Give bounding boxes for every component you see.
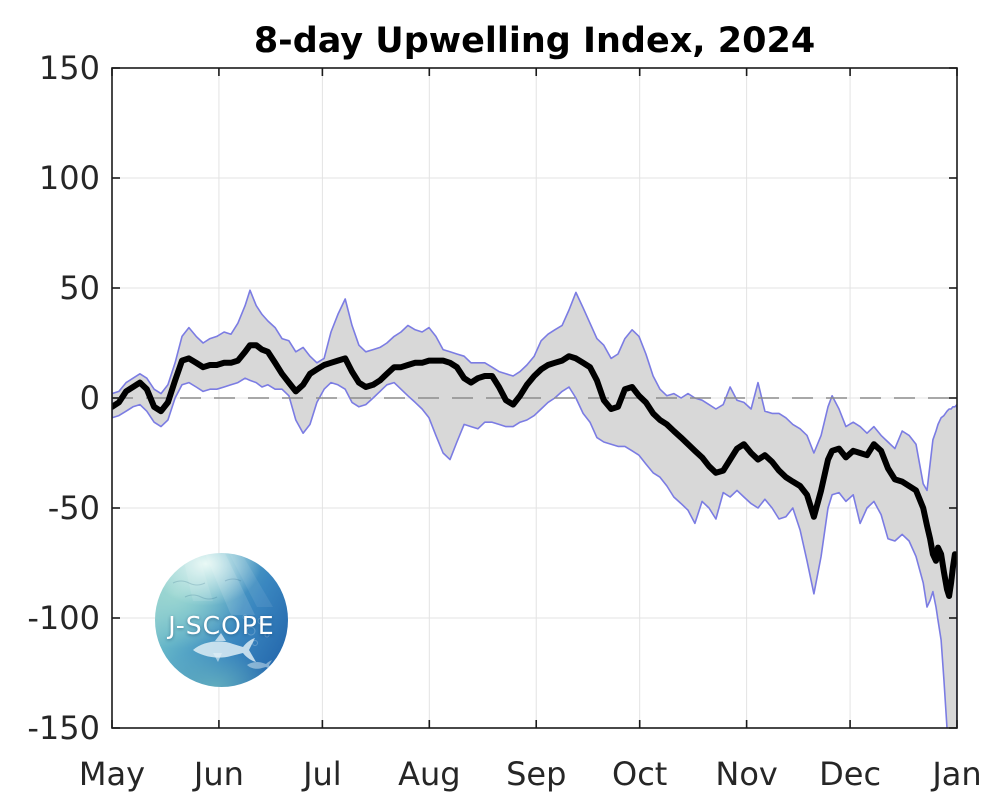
y-tick-label: -150	[27, 709, 100, 747]
bubbles	[242, 614, 270, 646]
x-tick-label: Dec	[819, 755, 881, 793]
x-tick-label: Jan	[930, 755, 981, 793]
light-ray	[229, 553, 273, 607]
x-tick-label: Jun	[192, 755, 244, 793]
y-tick-label: -100	[27, 599, 100, 637]
y-tick-label: 150	[39, 49, 100, 87]
axes-frame	[111, 67, 958, 729]
tick-labels: 150 100 50 0 -50 -100 -150 May Jun Jul Aug Sep Oct No…	[27, 49, 981, 793]
ensemble-mean-line	[112, 342, 957, 599]
mean-line	[112, 342, 957, 599]
logo-art	[172, 553, 273, 670]
light-ray	[181, 553, 213, 601]
fish-icon	[193, 633, 256, 662]
logo-wordmark: J-SCOPE	[168, 610, 275, 640]
light-ray	[204, 553, 255, 615]
y-tick-label: 100	[39, 159, 100, 197]
jscope-logo: J-SCOPE	[155, 553, 288, 687]
x-tick-label: Aug	[398, 755, 460, 793]
water-texture	[172, 578, 242, 600]
x-tick-label: May	[79, 755, 145, 793]
x-tick-label: Oct	[612, 755, 667, 793]
x-tick-label: Jul	[301, 755, 342, 793]
small-fish-icon	[247, 660, 272, 670]
y-tick-label: 50	[59, 269, 100, 307]
x-tick-label: Sep	[506, 755, 566, 793]
y-tick-label: 0	[80, 379, 100, 417]
chart-title: 8-day Upwelling Index, 2024	[253, 21, 816, 61]
x-tick-label: Nov	[715, 755, 777, 793]
y-tick-label: -50	[48, 489, 100, 527]
